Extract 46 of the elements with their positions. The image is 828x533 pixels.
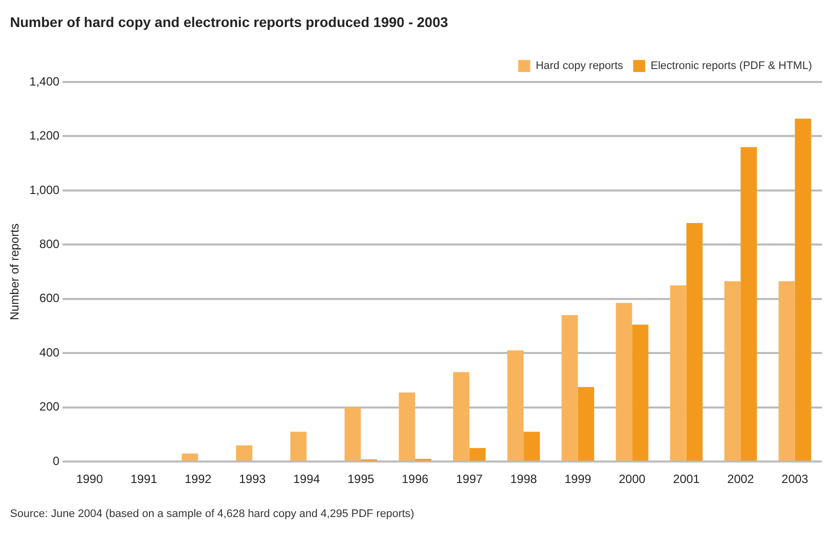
chart-title: Number of hard copy and electronic reports produced 1990 - 2003 <box>10 14 448 30</box>
bar <box>794 118 812 461</box>
x-tick-label: 2002 <box>727 472 754 486</box>
y-tick-label: 800 <box>39 237 60 251</box>
y-tick-label: 200 <box>39 400 60 414</box>
y-tick-label: 600 <box>39 291 60 306</box>
y-tick-label: 1,000 <box>29 182 60 197</box>
bar <box>740 147 757 461</box>
bar <box>182 453 198 461</box>
bar <box>616 302 632 461</box>
x-tick-label: 2003 <box>782 472 809 486</box>
y-axis-title: Number of reports <box>8 223 22 320</box>
y-tick-label: 0 <box>52 454 60 468</box>
y-tick-label: 1,200 <box>29 128 60 143</box>
bar <box>670 285 686 461</box>
bar <box>632 324 648 461</box>
x-tick-label: 1995 <box>347 472 374 486</box>
legend-label: Electronic reports (PDF & HTML) <box>650 60 812 72</box>
bar <box>507 350 524 461</box>
legend-label: Hard copy reports <box>536 60 624 72</box>
bar <box>524 432 540 461</box>
bar <box>724 281 741 461</box>
bar <box>686 222 703 461</box>
bar <box>578 387 594 461</box>
x-tick-label: 1998 <box>510 472 538 486</box>
x-tick-label: 1992 <box>184 472 212 486</box>
y-tick-label: 400 <box>39 345 60 360</box>
bar <box>778 281 795 461</box>
x-tick-label: 1993 <box>238 472 266 486</box>
y-tick-label: 1,400 <box>29 74 60 88</box>
bar <box>469 448 486 461</box>
x-tick-label: 2000 <box>618 472 646 486</box>
x-tick-label: 1997 <box>456 472 484 486</box>
bar <box>398 392 416 461</box>
x-tick-label: 1999 <box>564 472 592 486</box>
x-tick-label: 1990 <box>76 472 104 486</box>
bar <box>562 315 578 461</box>
x-tick-label: 1994 <box>293 472 320 486</box>
bar <box>236 445 252 461</box>
x-tick-label: 1991 <box>130 472 158 486</box>
source-note: Source: June 2004 (based on a sample of 4,628 hard copy and 4,295 PDF reports) <box>10 508 414 520</box>
bar <box>453 372 470 461</box>
x-tick-label: 2001 <box>673 472 700 486</box>
bar <box>344 407 361 461</box>
bar <box>290 432 307 461</box>
x-tick-label: 1996 <box>402 472 429 486</box>
